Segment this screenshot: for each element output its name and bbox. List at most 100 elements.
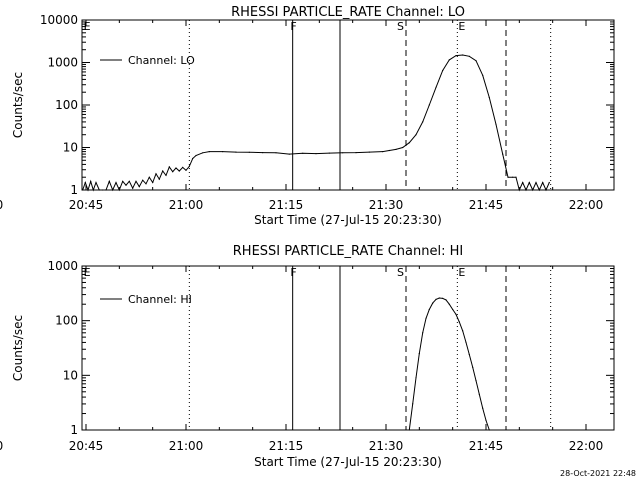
x-tick-label: 21:45 xyxy=(469,439,504,453)
series-point xyxy=(92,189,94,191)
series-point xyxy=(458,321,460,323)
series-point xyxy=(518,189,520,191)
series-point xyxy=(418,353,420,355)
series-point xyxy=(175,167,177,169)
series-point xyxy=(158,178,160,180)
series-point xyxy=(455,313,457,315)
series-point xyxy=(105,189,107,191)
y-axis-label: Counts/sec xyxy=(11,315,25,381)
series-point xyxy=(425,317,427,319)
series-point xyxy=(442,297,444,299)
series-point xyxy=(315,153,317,155)
x-tick-label: 22:00 xyxy=(569,439,604,453)
y-tick-label: 1 xyxy=(70,423,78,437)
series-point xyxy=(165,174,167,176)
series-point xyxy=(542,181,544,184)
series-point xyxy=(435,86,437,88)
x-axis-label: Start Time (27-Jul-15 20:23:30) xyxy=(254,213,442,227)
x-tick-label: 22:00 xyxy=(569,198,604,212)
x-tick-label: 21:30 xyxy=(369,439,404,453)
chart-title: RHESSI PARTICLE_RATE Channel: LO xyxy=(231,5,465,20)
series-point xyxy=(162,170,164,172)
series-point xyxy=(468,55,470,57)
series-point xyxy=(448,59,450,61)
series-line xyxy=(82,54,550,192)
series-point xyxy=(125,184,127,186)
series-point xyxy=(422,332,424,334)
series-point xyxy=(408,429,410,431)
y-tick-label: 1000 xyxy=(47,259,78,273)
series-point xyxy=(462,330,464,332)
series-point xyxy=(485,419,487,421)
y-tick-label: 100 xyxy=(55,98,78,112)
series-point xyxy=(368,151,370,153)
series-point xyxy=(195,154,197,157)
series-point xyxy=(482,74,484,76)
flag-label: S xyxy=(397,20,404,33)
plot-frame xyxy=(81,265,615,431)
series-point xyxy=(115,181,117,184)
x-tick-label: 21:15 xyxy=(269,439,304,453)
flag-label: E xyxy=(458,20,465,33)
x-tick-label: 21:00 xyxy=(169,198,204,212)
series-point xyxy=(355,152,357,154)
series-point xyxy=(478,393,480,395)
series-point xyxy=(172,171,174,173)
series-point xyxy=(262,152,264,154)
series-point xyxy=(202,152,204,154)
series-point xyxy=(532,189,534,191)
hi-channel-panel: RHESSI PARTICLE_RATE Channel: HI Start Ti… xyxy=(0,244,615,469)
series-point xyxy=(545,189,547,191)
series-point xyxy=(502,153,504,155)
flag-label: F xyxy=(290,266,296,279)
series-point xyxy=(188,165,190,167)
series-point xyxy=(382,151,384,153)
series-point xyxy=(90,180,92,182)
x-axis-label: Start Time (27-Jul-15 20:23:30) xyxy=(254,455,442,469)
series-point xyxy=(222,151,224,153)
series-line xyxy=(408,297,490,431)
x-tick-label: 20:30 xyxy=(0,198,3,212)
series-point xyxy=(455,55,457,57)
series-point xyxy=(472,366,474,368)
series-point xyxy=(488,429,490,431)
series-point xyxy=(208,151,210,153)
flag-label: E xyxy=(84,266,91,279)
series-point xyxy=(108,180,110,182)
footer-date: 28-Oct-2021 22:48 xyxy=(560,469,636,478)
series-point xyxy=(507,176,509,178)
series-point xyxy=(395,148,397,150)
series-point xyxy=(102,189,104,191)
flag-label: E xyxy=(84,20,91,33)
series-point xyxy=(388,149,390,152)
series-point xyxy=(442,69,444,72)
series-point xyxy=(538,189,540,191)
series-point xyxy=(235,151,237,153)
series-point xyxy=(178,170,180,172)
series-point xyxy=(182,166,184,168)
y-axis-label: Counts/sec xyxy=(11,72,25,138)
y-tick-label: 10000 xyxy=(40,13,78,27)
series-point xyxy=(122,180,124,182)
series-point xyxy=(548,181,550,184)
series-point xyxy=(152,181,154,184)
series-point xyxy=(155,173,157,175)
series-point xyxy=(422,121,424,123)
series-point xyxy=(415,377,417,379)
series-point xyxy=(302,152,304,154)
x-tick-label: 21:45 xyxy=(469,198,504,212)
series-point xyxy=(135,180,137,182)
series-point xyxy=(415,134,417,136)
series-point xyxy=(512,176,514,178)
plot-frame xyxy=(81,19,615,191)
series-point xyxy=(428,308,430,311)
x-tick-label: 21:30 xyxy=(369,198,404,212)
series-point xyxy=(448,303,450,305)
series-point xyxy=(192,157,194,160)
series-point xyxy=(185,169,187,171)
series-point xyxy=(462,54,464,56)
series-point xyxy=(475,60,477,62)
series-point xyxy=(328,152,330,154)
